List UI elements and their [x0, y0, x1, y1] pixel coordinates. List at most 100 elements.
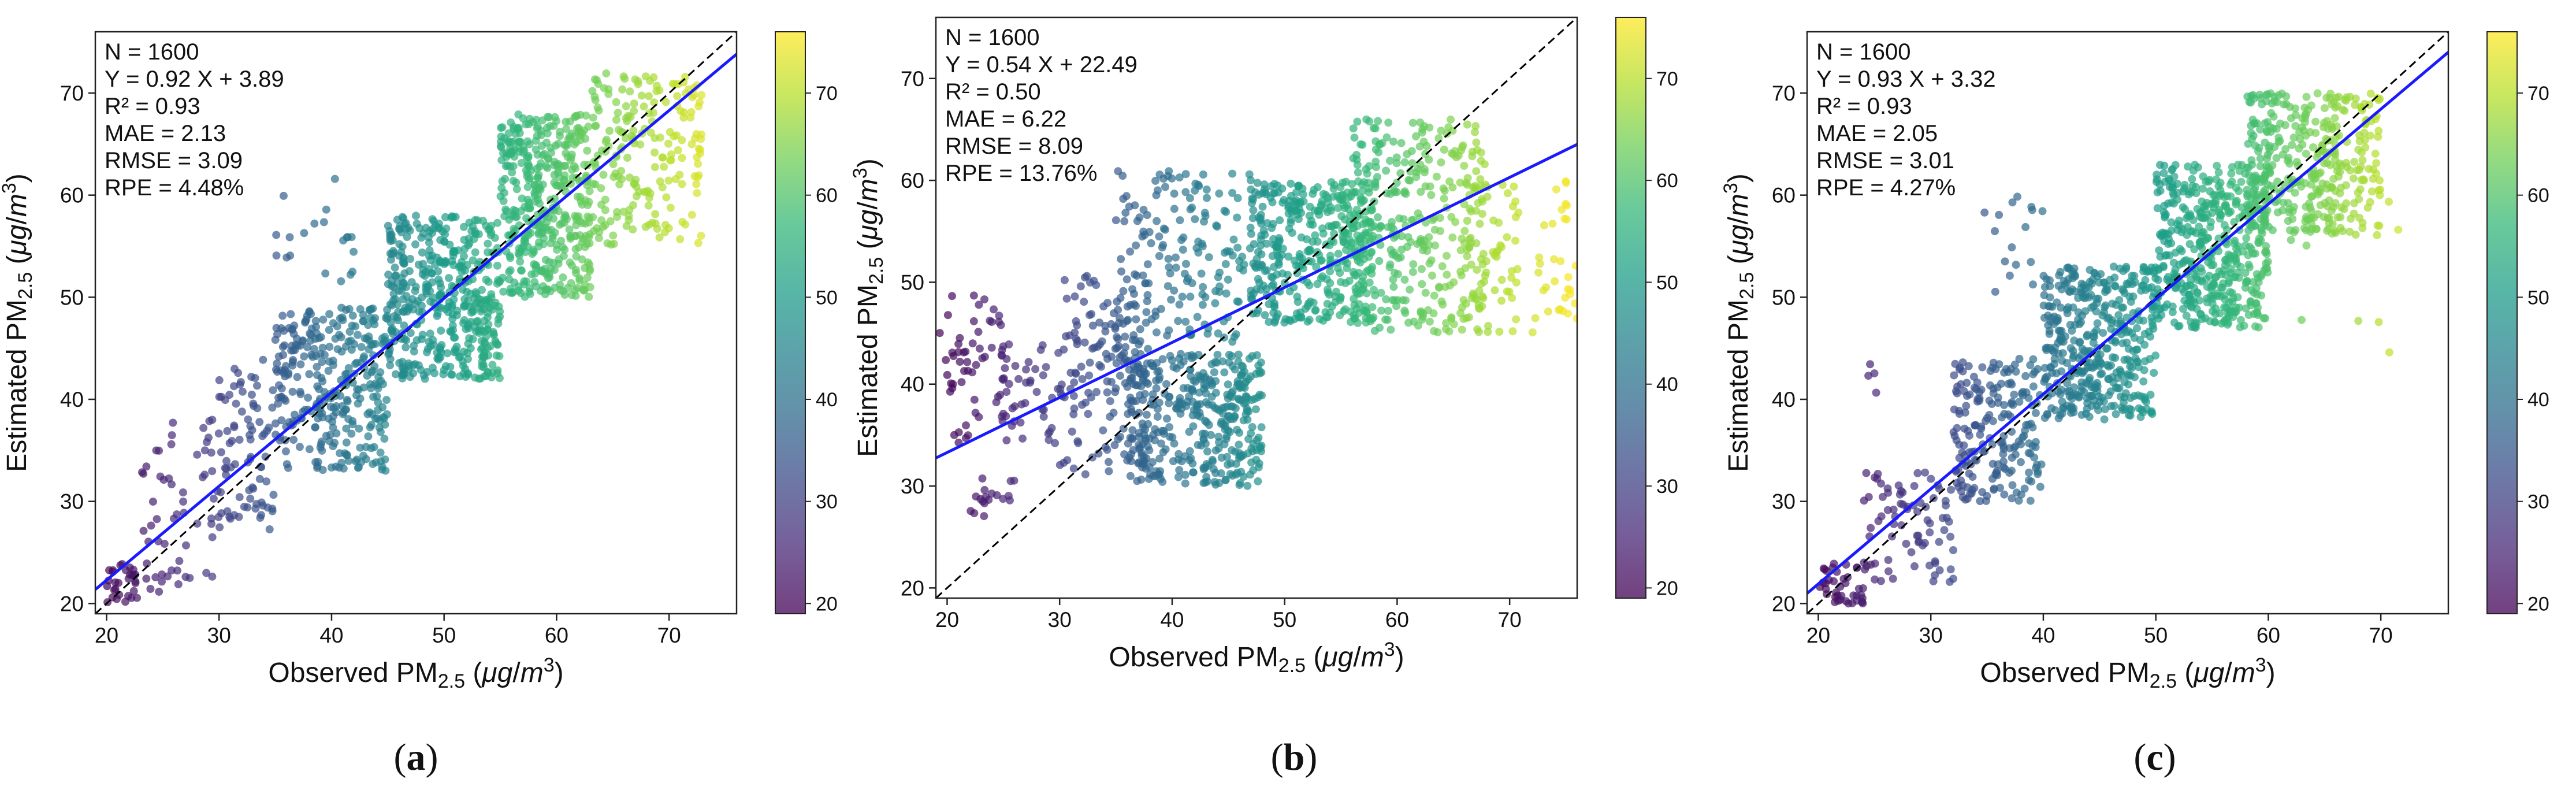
scatter-point	[1179, 246, 1187, 254]
scatter-point	[1235, 481, 1244, 489]
scatter-point	[2307, 101, 2315, 110]
scatter-point	[601, 195, 609, 204]
scatter-point	[2117, 330, 2126, 339]
scatter-point	[471, 323, 479, 332]
scatter-point	[1143, 291, 1152, 299]
scatter-point	[1360, 196, 1368, 205]
scatter-point	[2190, 270, 2199, 279]
scatter-point	[326, 431, 334, 439]
scatter-point	[437, 258, 446, 267]
scatter-point	[1458, 235, 1466, 243]
scatter-point	[1211, 358, 1220, 366]
scatter-point	[2043, 410, 2051, 418]
scatter-point	[1042, 363, 1050, 372]
scatter-point	[609, 231, 618, 240]
scatter-point	[1099, 426, 1107, 435]
scatter-point	[1327, 178, 1336, 187]
scatter-point	[2063, 379, 2072, 388]
scatter-point	[2354, 146, 2363, 154]
scatter-point	[2144, 284, 2153, 292]
scatter-point	[1425, 317, 1434, 326]
scatter-point	[207, 514, 215, 523]
scatter-point	[1998, 413, 2006, 422]
scatter-point	[1267, 224, 1276, 232]
scatter-point	[317, 373, 326, 382]
scatter-point	[2057, 385, 2065, 394]
scatter-point	[1174, 317, 1183, 325]
scatter-point	[1176, 394, 1184, 402]
scatter-point	[121, 598, 129, 606]
scatter-point	[1004, 492, 1013, 500]
scatter-point	[1985, 396, 1994, 405]
scatter-point	[2198, 184, 2207, 193]
scatter-point	[1170, 190, 1179, 198]
scatter-point	[391, 264, 399, 272]
scatter-point	[1181, 317, 1190, 326]
scatter-point	[1239, 362, 1247, 371]
scatter-point	[1371, 183, 1380, 191]
y-tick-label: 40	[60, 388, 84, 411]
scatter-point	[1831, 598, 1839, 606]
scatter-point	[999, 374, 1008, 383]
scatter-point	[2295, 128, 2304, 136]
scatter-point	[2312, 224, 2320, 233]
scatter-point	[1157, 439, 1165, 448]
scatter-point	[1226, 459, 1235, 468]
scatter-point	[1293, 298, 1302, 306]
scatter-point	[388, 250, 396, 259]
scatter-point	[2248, 179, 2257, 188]
scatter-point	[1278, 269, 1287, 278]
scatter-point	[2350, 209, 2358, 218]
scatter-point	[1503, 233, 1511, 242]
scatter-point	[1080, 338, 1089, 347]
scatter-point	[1873, 474, 1882, 483]
y-tick-label: 30	[1772, 490, 1796, 514]
scatter-point	[1159, 224, 1168, 233]
scatter-point	[2211, 273, 2220, 282]
scatter-point	[948, 292, 956, 301]
scatter-point	[2031, 443, 2040, 451]
scatter-point	[1153, 186, 1162, 195]
x-tick-label: 40	[1160, 608, 1184, 632]
scatter-point	[2196, 208, 2205, 217]
scatter-point	[2010, 391, 2019, 399]
scatter-point	[2350, 174, 2358, 183]
scatter-point	[1227, 402, 1236, 411]
scatter-point	[1217, 469, 1225, 477]
scatter-point	[1384, 118, 1393, 127]
scatter-point	[614, 109, 622, 117]
scatter-point	[2026, 496, 2035, 505]
scatter-point	[1360, 178, 1369, 187]
scatter-point	[1894, 481, 1903, 490]
scatter-point	[1443, 270, 1451, 279]
scatter-point	[1995, 210, 2003, 219]
scatter-point	[1154, 470, 1162, 478]
scatter-point	[2150, 369, 2158, 377]
scatter-point	[1259, 226, 1268, 235]
scatter-point	[2052, 317, 2061, 326]
scatter-point	[1060, 345, 1068, 354]
scatter-point	[510, 138, 518, 146]
scatter-point	[1125, 453, 1133, 462]
scatter-point	[1117, 255, 1125, 264]
scatter-point	[388, 301, 396, 310]
scatter-point	[678, 218, 687, 227]
scatter-point	[2328, 220, 2337, 228]
scatter-point	[1440, 194, 1448, 203]
scatter-point	[1261, 311, 1269, 320]
scatter-point	[2268, 161, 2277, 169]
scatter-point	[1511, 236, 1520, 245]
scatter-point	[2041, 375, 2050, 384]
scatter-point	[257, 463, 266, 472]
scatter-point	[1480, 277, 1489, 286]
scatter-point	[1285, 287, 1294, 296]
scatter-point	[1287, 216, 1295, 224]
scatter-point	[1103, 388, 1112, 396]
scatter-point	[510, 278, 519, 287]
scatter-point	[215, 392, 224, 401]
scatter-point	[1193, 411, 1202, 420]
scatter-point	[1229, 414, 1238, 423]
scatter-point	[2366, 90, 2375, 98]
y-tick-label: 20	[1772, 592, 1796, 615]
scatter-point	[1213, 405, 1222, 414]
